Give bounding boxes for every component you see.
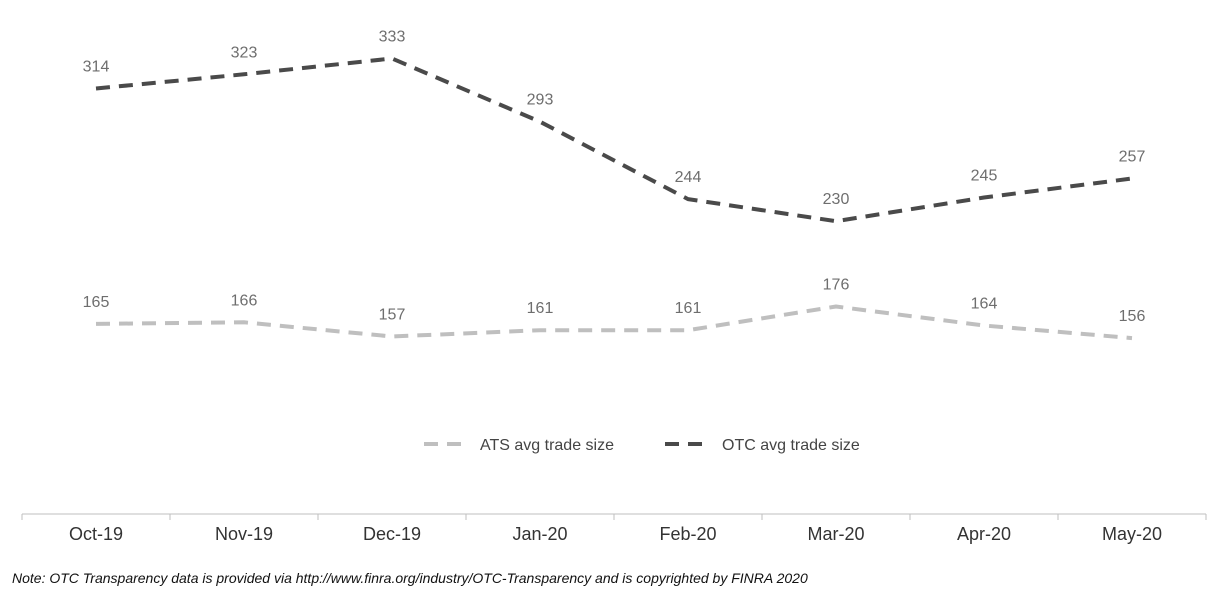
- data-label: 257: [1119, 149, 1146, 166]
- x-tick-label: Mar-20: [807, 524, 864, 544]
- x-tick-label: Nov-19: [215, 524, 273, 544]
- line-chart: Oct-19 Nov-19 Dec-19 Jan-20 Feb-20 Mar-20 Apr-…: [21, 28, 1207, 544]
- data-label: 157: [379, 307, 406, 324]
- data-labels: 165 166 157 161 161 176 164 156 314 323 333 293 244 2…: [83, 28, 1146, 325]
- data-label: 166: [231, 292, 258, 309]
- x-tick-label: Dec-19: [363, 524, 421, 544]
- data-label: 293: [527, 92, 554, 109]
- data-label: 245: [971, 168, 998, 185]
- data-label: 161: [675, 300, 702, 317]
- data-label: 156: [1119, 308, 1146, 325]
- data-label: 164: [971, 295, 998, 312]
- data-label: 244: [675, 169, 702, 186]
- series-line-otc: [95, 56, 1133, 224]
- data-label: 176: [823, 277, 850, 294]
- series-layer: [95, 56, 1133, 341]
- x-tick-label: Jan-20: [512, 524, 567, 544]
- source-note: Note: OTC Transparency data is provided …: [12, 570, 808, 586]
- legend-label: OTC avg trade size: [722, 437, 860, 454]
- data-label: 314: [83, 58, 110, 75]
- x-tick-label: May-20: [1102, 524, 1162, 544]
- x-tick-label: Feb-20: [659, 524, 716, 544]
- data-label: 161: [527, 300, 554, 317]
- data-label: 230: [823, 191, 850, 208]
- x-tick-label: Apr-20: [957, 524, 1011, 544]
- legend: ATS avg trade size OTC avg trade size: [424, 437, 860, 454]
- series-line-ats: [95, 304, 1133, 341]
- data-label: 165: [83, 294, 110, 311]
- data-label: 323: [231, 44, 258, 61]
- legend-label: ATS avg trade size: [480, 437, 614, 454]
- x-tick-label: Oct-19: [69, 524, 123, 544]
- data-label: 333: [379, 28, 406, 45]
- x-axis: Oct-19 Nov-19 Dec-19 Jan-20 Feb-20 Mar-20 Apr-…: [21, 513, 1207, 544]
